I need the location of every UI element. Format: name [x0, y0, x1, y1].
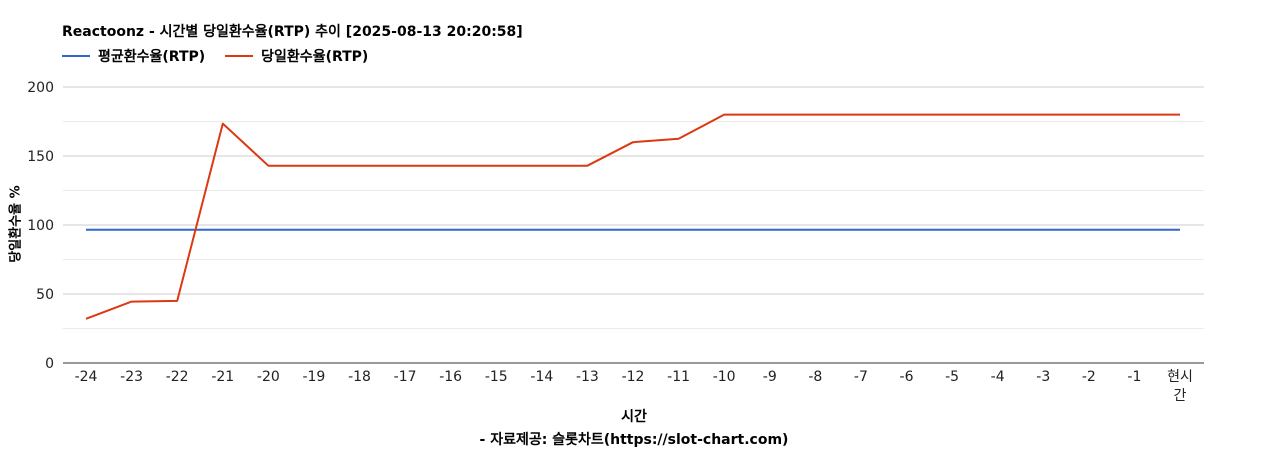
x-tick-label: -3 [1036, 369, 1050, 385]
y-tick-label: 100 [27, 218, 54, 234]
legend-item-average[interactable]: 평균환수율(RTP) [62, 46, 205, 66]
x-tick-label: -10 [713, 369, 736, 385]
x-tick-label: -11 [667, 369, 690, 385]
source-note: - 자료제공: 슬롯차트(https://slot-chart.com) [479, 432, 789, 448]
x-tick-label: -9 [763, 369, 777, 385]
y-tick-label: 50 [36, 287, 54, 303]
y-axis-label: 당일환수율 % [8, 185, 24, 263]
x-tick-label: -21 [211, 369, 234, 385]
y-tick-labels: 0 50 100 150 200 [27, 80, 54, 372]
series-lines [85, 113, 1180, 320]
x-tick-label: -2 [1082, 369, 1096, 385]
legend-item-daily[interactable]: 당일환수율(RTP) [225, 46, 368, 66]
legend-label-average: 평균환수율(RTP) [98, 49, 206, 65]
x-tick-label: -4 [991, 369, 1005, 385]
x-tick-label: -12 [622, 369, 645, 385]
x-tick-label: -16 [439, 369, 462, 385]
x-tick-label: -22 [166, 369, 189, 385]
x-tick-label: -18 [348, 369, 371, 385]
x-tick-label: -8 [808, 369, 822, 385]
y-tick-label: 0 [45, 356, 54, 372]
x-tick-label: -23 [120, 369, 143, 385]
x-tick-label: -1 [1127, 369, 1141, 385]
grid-lines [63, 86, 1204, 329]
legend: 평균환수율(RTP) 당일환수율(RTP) [62, 46, 388, 66]
x-tick-label: -7 [854, 369, 868, 385]
x-axis-label: 시간 [621, 409, 647, 425]
legend-swatch-daily [225, 55, 254, 57]
x-tick-labels: -24 -23 -22 -21 -20 -19 -18 -17 -16 -15 -14 -13 -12 -… [75, 369, 1193, 404]
x-tick-label: 현시 간 [1167, 369, 1193, 404]
x-tick-label: -13 [576, 369, 599, 385]
x-tick-label: -5 [945, 369, 959, 385]
x-tick-label: -15 [485, 369, 508, 385]
x-tick-label: -19 [302, 369, 325, 385]
y-tick-label: 200 [27, 80, 54, 96]
x-tick-label: -24 [75, 369, 98, 385]
series-line-daily [85, 113, 1180, 320]
legend-swatch-average [62, 55, 90, 57]
x-tick-label: -17 [394, 369, 417, 385]
y-tick-label: 150 [27, 149, 54, 165]
x-tick-label: -14 [530, 369, 553, 385]
chart-title: Reactoonz - 시간별 당일환수율(RTP) 추이 [2025-08-1… [62, 24, 523, 40]
legend-label-daily: 당일환수율(RTP) [261, 49, 369, 65]
x-tick-label: -20 [257, 369, 280, 385]
x-tick-label: -6 [900, 369, 914, 385]
